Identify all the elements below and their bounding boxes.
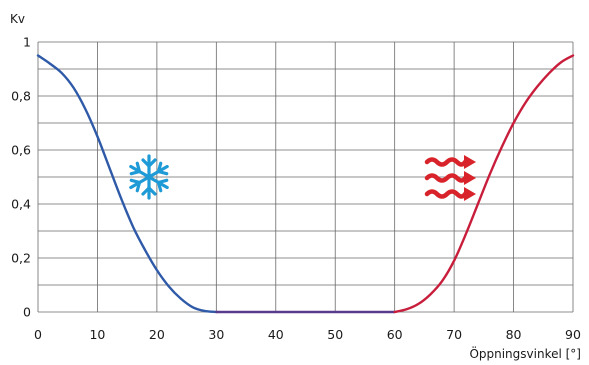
x-tick-label: 40: [268, 327, 284, 342]
tick-labels: 0 10 20 30 40 50 60 70 80 90 0 0,2 0,4 0,6 0,8 1: [11, 35, 581, 343]
snowflake-icon: [129, 154, 169, 200]
x-tick-label: 50: [327, 327, 343, 342]
y-tick-label: 0,2: [11, 251, 31, 266]
y-tick-label: 0: [23, 305, 31, 320]
x-tick-label: 20: [149, 327, 165, 342]
x-tick-label: 30: [208, 327, 224, 342]
x-tick-label: 80: [506, 327, 522, 342]
x-tick-label: 90: [565, 327, 581, 342]
y-tick-label: 0,4: [11, 197, 31, 212]
series-lines: [36, 54, 575, 314]
x-tick-label: 0: [34, 327, 42, 342]
y-tick-label: 1: [23, 35, 31, 50]
x-tick-label: 60: [387, 327, 403, 342]
grid: [37, 41, 574, 313]
x-tick-label: 70: [446, 327, 462, 342]
y-tick-label: 0,8: [11, 89, 31, 104]
y-axis-title: Kv: [10, 12, 25, 26]
x-tick-label: 10: [89, 327, 105, 342]
heat-waves-icon: [424, 155, 476, 201]
series-line-2: [393, 54, 575, 314]
series-line-0: [36, 54, 218, 314]
y-tick-label: 0,6: [11, 143, 31, 158]
x-axis-title: Öppningsvinkel [°]: [469, 345, 581, 361]
